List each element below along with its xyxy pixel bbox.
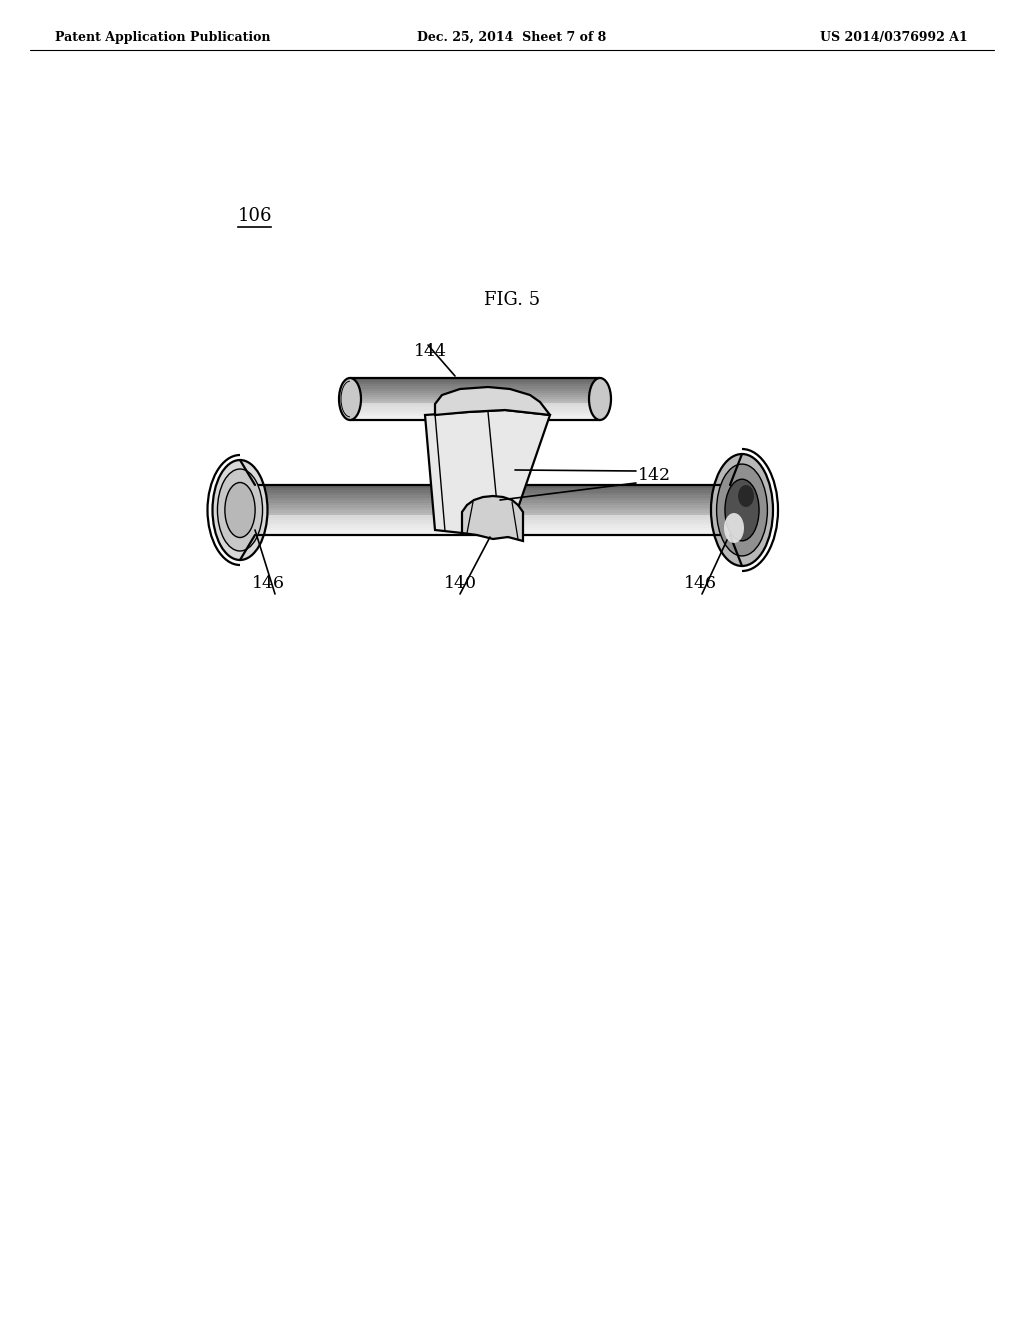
Polygon shape [462,496,523,541]
Bar [255,506,730,507]
Bar [350,391,600,393]
Bar [255,512,730,515]
Bar [350,409,600,412]
Text: FIG. 5: FIG. 5 [484,290,540,309]
Polygon shape [730,484,737,535]
Text: 142: 142 [638,466,671,483]
Bar [255,503,730,506]
Bar [350,383,600,384]
Bar [350,403,600,405]
Bar [350,399,600,401]
Bar [255,528,730,531]
Ellipse shape [738,484,754,507]
Bar [350,405,600,408]
Ellipse shape [724,513,744,543]
Bar [255,487,730,490]
Bar [350,387,600,388]
Bar [255,498,730,500]
Bar [255,495,730,498]
Bar [350,412,600,413]
Ellipse shape [213,459,267,560]
Ellipse shape [589,378,611,420]
Bar [255,507,730,510]
Bar [350,401,600,403]
Bar [255,523,730,525]
Bar [255,515,730,517]
Bar [350,380,600,383]
Bar [350,397,600,399]
Ellipse shape [725,479,759,541]
Polygon shape [425,411,550,537]
Polygon shape [435,387,550,414]
Bar [350,388,600,391]
Bar [255,532,730,535]
Bar [255,492,730,495]
Bar [350,393,600,395]
Text: Dec. 25, 2014  Sheet 7 of 8: Dec. 25, 2014 Sheet 7 of 8 [418,30,606,44]
Bar [350,408,600,409]
Bar [255,484,730,487]
Ellipse shape [717,465,767,556]
Bar [350,384,600,387]
Text: 146: 146 [252,576,285,591]
Bar [255,525,730,528]
Bar [350,395,600,397]
Ellipse shape [339,378,361,420]
Text: 140: 140 [443,576,476,591]
Bar [255,490,730,492]
Text: US 2014/0376992 A1: US 2014/0376992 A1 [820,30,968,44]
Bar [350,418,600,420]
Bar [255,510,730,512]
Ellipse shape [217,469,262,550]
Ellipse shape [225,483,255,537]
Bar [255,500,730,503]
Bar [350,413,600,416]
Polygon shape [245,484,255,535]
Bar [255,531,730,532]
Bar [350,416,600,418]
Text: 146: 146 [683,576,717,591]
Bar [255,517,730,520]
Bar [350,378,600,380]
Ellipse shape [711,454,773,566]
Bar [255,520,730,523]
Text: 106: 106 [238,207,272,224]
Text: 144: 144 [414,343,446,360]
Text: Patent Application Publication: Patent Application Publication [55,30,270,44]
